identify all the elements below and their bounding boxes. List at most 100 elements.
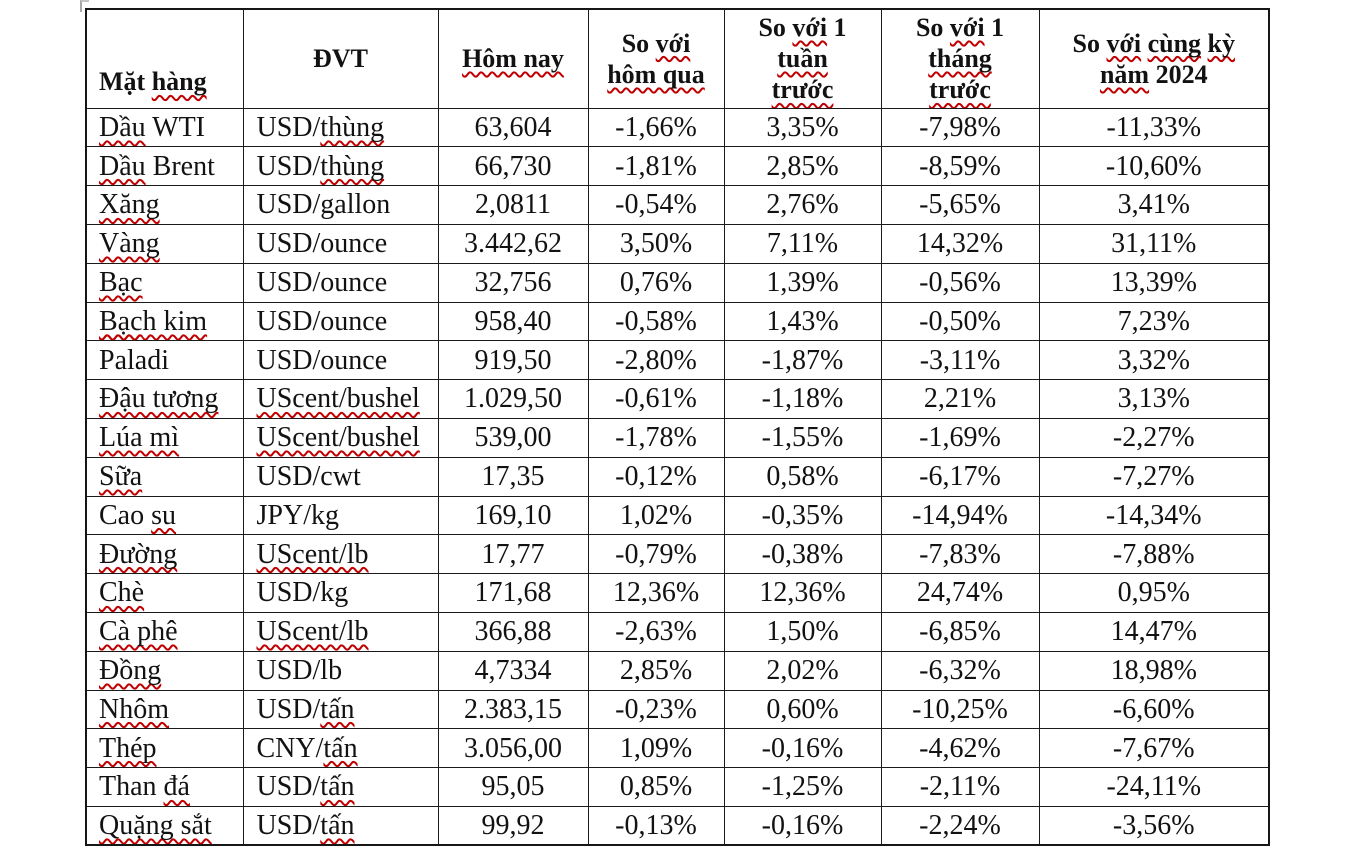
cell-today: 919,50 (437, 340, 589, 381)
cell-item: Bạch kim (85, 301, 244, 342)
cell-unit: USD/ounce (242, 223, 439, 264)
cell-vs-1month: -8,59% (880, 146, 1040, 187)
spellcheck-squiggle: tấn (320, 809, 355, 841)
cell-today: 95,05 (437, 767, 589, 807)
spellcheck-squiggle: với (949, 13, 985, 42)
cell-vs-2024: -24,11% (1038, 767, 1270, 807)
spellcheck-squiggle: Đồng (99, 654, 162, 686)
cell-vs-2024: 14,47% (1038, 611, 1270, 652)
cell-item: Cao su (85, 495, 244, 536)
cell-vs-yesterday: -0,23% (587, 689, 725, 730)
cell-unit: UScent/bushel (242, 379, 439, 419)
cell-vs-2024: -7,27% (1038, 456, 1270, 497)
cell-today: 1.029,50 (437, 379, 589, 419)
cell-vs-1month: -6,32% (880, 650, 1040, 691)
cell-item: Dầu Brent (85, 146, 244, 187)
column-header-today: Hôm nay (437, 8, 589, 109)
cell-vs-yesterday: 3,50% (587, 223, 725, 264)
spellcheck-squiggle: Lúa mì (99, 422, 180, 454)
spellcheck-squiggle: đá (163, 771, 190, 803)
spellcheck-squiggle: Đường (99, 538, 178, 570)
cell-unit: CNY/tấn (242, 728, 439, 769)
cell-vs-2024: 7,23% (1038, 301, 1270, 342)
cell-vs-1month: 2,21% (880, 379, 1040, 419)
spellcheck-squiggle: với (792, 13, 828, 42)
cell-item: Nhôm (85, 689, 244, 730)
cell-vs-1month: -2,24% (880, 805, 1040, 846)
cell-item: Đậu tương (85, 379, 244, 419)
column-header-vs-1month: So với 1 tháng trước (880, 8, 1040, 109)
cell-vs-2024: -2,27% (1038, 417, 1270, 458)
cell-item: Sữa (85, 456, 244, 497)
cell-item: Xăng (85, 185, 244, 225)
cell-unit: USD/ounce (242, 340, 439, 381)
column-header-unit: ĐVT (242, 8, 439, 109)
cell-item: Vàng (85, 223, 244, 264)
cell-vs-1month: -4,62% (880, 728, 1040, 769)
column-header-vs-1week: So với 1 tuần trước (723, 8, 882, 109)
column-header-vs-yesterday: So với hôm qua (587, 8, 725, 109)
cell-vs-1month: -1,69% (880, 417, 1040, 458)
cell-vs-1month: -0,50% (880, 301, 1040, 342)
cell-vs-yesterday: 1,09% (587, 728, 725, 769)
cell-vs-1week: -1,18% (723, 379, 882, 419)
cell-item: Than đá (85, 767, 244, 807)
spellcheck-squiggle: UScent/lb (256, 616, 369, 648)
cell-vs-1week: 7,11% (723, 223, 882, 264)
spellcheck-squiggle: Chè (99, 577, 145, 609)
table-row: Dầu WTI USD/thùng 63,604 -1,66% 3,35% -7,98% -… (85, 107, 1270, 148)
spellcheck-squiggle: với (655, 28, 691, 58)
cell-vs-2024: 18,98% (1038, 650, 1270, 691)
cell-vs-1week: -0,38% (723, 534, 882, 575)
cell-today: 169,10 (437, 495, 589, 536)
table-row: Đồng USD/lb 4,7334 2,85% 2,02% -6,32% 18,98% (85, 650, 1270, 691)
spellcheck-squiggle: tấn (320, 771, 355, 803)
cell-vs-1month: -7,83% (880, 534, 1040, 575)
spellcheck-squiggle: UScent/lb (256, 538, 369, 570)
spellcheck-squiggle: Quặng sắt (99, 809, 212, 841)
cell-vs-1week: 1,39% (723, 262, 882, 303)
cell-vs-yesterday: -1,81% (587, 146, 725, 187)
cell-vs-yesterday: 1,02% (587, 495, 725, 536)
spellcheck-squiggle: UScent/bushel (256, 383, 420, 415)
cell-vs-yesterday: -0,61% (587, 379, 725, 419)
cell-vs-yesterday: -0,79% (587, 534, 725, 575)
cell-vs-1week: 0,60% (723, 689, 882, 730)
cell-vs-1week: 3,35% (723, 107, 882, 148)
cell-item: Đồng (85, 650, 244, 691)
spellcheck-squiggle: Bạc (99, 266, 143, 298)
spellcheck-squiggle: cùng (1147, 28, 1202, 58)
table-row: Thép CNY/tấn 3.056,00 1,09% -0,16% -4,62% -7,6… (85, 728, 1270, 769)
cell-unit: USD/thùng (242, 107, 439, 148)
cell-vs-2024: -11,33% (1038, 107, 1270, 148)
cell-today: 63,604 (437, 107, 589, 148)
cell-unit: JPY/kg (242, 495, 439, 536)
table-row: Chè USD/kg 171,68 12,36% 12,36% 24,74% 0,95% (85, 573, 1270, 613)
spellcheck-squiggle: Dầu (99, 111, 146, 143)
spellcheck-squiggle: Thép (99, 732, 157, 764)
cell-today: 17,35 (437, 456, 589, 497)
spellcheck-squiggle: thùng (320, 150, 385, 182)
cell-vs-2024: 31,11% (1038, 223, 1270, 264)
cell-unit: USD/tấn (242, 767, 439, 807)
table-row: Cà phê UScent/lb 366,88 -2,63% 1,50% -6,85% 14… (85, 611, 1270, 652)
cell-unit: USD/tấn (242, 689, 439, 730)
cell-vs-1month: -5,65% (880, 185, 1040, 225)
cell-vs-1month: 24,74% (880, 573, 1040, 613)
cell-vs-2024: 13,39% (1038, 262, 1270, 303)
cell-vs-yesterday: -2,80% (587, 340, 725, 381)
cell-vs-1week: -1,87% (723, 340, 882, 381)
cell-vs-1month: -10,25% (880, 689, 1040, 730)
cell-vs-1month: -6,85% (880, 611, 1040, 652)
table-body: Dầu WTI USD/thùng 63,604 -1,66% 3,35% -7,98% -… (85, 107, 1270, 846)
spellcheck-squiggle: tấn (320, 693, 355, 725)
cell-item: Đường (85, 534, 244, 575)
cell-item: Paladi (85, 340, 244, 381)
commodity-price-table: Mặt hàng ĐVT Hôm nay So với hôm qua So v… (85, 8, 1270, 846)
cell-vs-yesterday: -2,63% (587, 611, 725, 652)
cell-vs-2024: -7,67% (1038, 728, 1270, 769)
table-row: Paladi USD/ounce 919,50 -2,80% -1,87% -3,11% 3… (85, 340, 1270, 381)
spellcheck-squiggle: với (1106, 28, 1142, 58)
cell-today: 99,92 (437, 805, 589, 846)
cell-vs-yesterday: -1,66% (587, 107, 725, 148)
